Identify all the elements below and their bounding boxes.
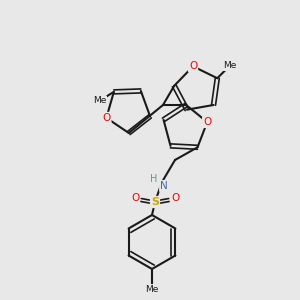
Text: O: O bbox=[131, 193, 139, 203]
Text: N: N bbox=[160, 181, 168, 191]
Text: O: O bbox=[171, 193, 179, 203]
Text: O: O bbox=[203, 117, 211, 127]
Text: O: O bbox=[102, 113, 110, 123]
Text: Me: Me bbox=[145, 286, 159, 295]
Text: O: O bbox=[189, 61, 197, 71]
Text: Me: Me bbox=[93, 96, 106, 105]
Text: Me: Me bbox=[223, 61, 237, 70]
Text: H: H bbox=[150, 174, 158, 184]
Text: S: S bbox=[151, 197, 159, 207]
